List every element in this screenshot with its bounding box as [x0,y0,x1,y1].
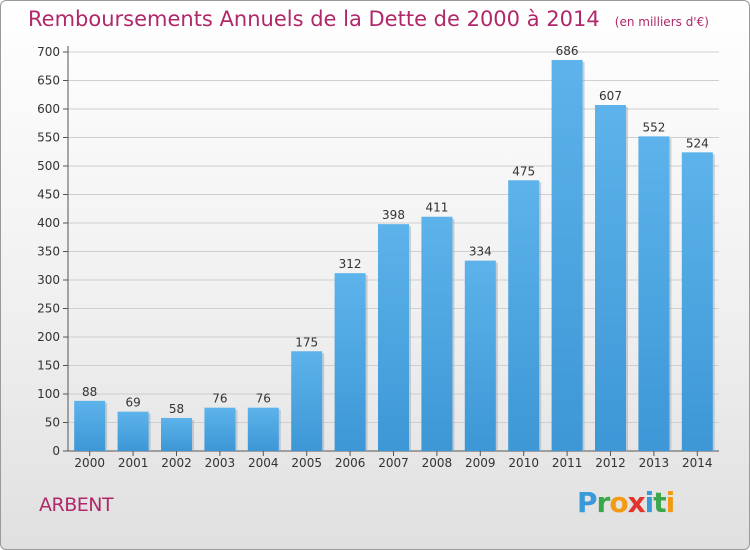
bar [508,180,540,451]
bar [595,105,626,451]
data-label: 607 [599,89,622,103]
y-tick-label: 350 [37,245,60,259]
bar [421,216,453,451]
bar [638,136,670,452]
data-label: 411 [425,201,448,215]
bar [247,407,279,451]
logo-letter: o [609,486,628,519]
bars [74,59,715,452]
data-label: 398 [382,208,405,222]
chart-title: Remboursements Annuels de la Dette de 20… [28,7,600,31]
logo-letter: r [596,486,611,519]
y-tick-label: 250 [37,302,60,316]
bar [378,224,409,451]
y-tick-label: 650 [37,74,60,88]
logo-letter: t [653,486,666,519]
y-tick-label: 600 [37,102,60,116]
data-label: 552 [642,120,665,134]
x-tick-label: 2002 [161,456,192,470]
x-tick-label: 2001 [118,456,149,470]
data-label: 69 [125,396,140,410]
bar [161,417,192,451]
x-tick-label: 2006 [335,456,366,470]
logo-letter: x [627,486,646,519]
x-tick-label: 2014 [682,456,713,470]
bar [204,407,236,451]
data-label: 175 [295,335,318,349]
bar [334,273,366,451]
y-tick-label: 300 [37,273,60,287]
y-tick-label: 150 [37,359,60,373]
y-tick-label: 100 [37,387,60,401]
y-tick-label: 450 [37,188,60,202]
bar [464,260,496,451]
data-label: 334 [469,245,492,259]
chart-title-block: Remboursements Annuels de la Dette de 20… [28,7,709,31]
x-tick-label: 2000 [74,456,105,470]
y-tick-label: 500 [37,159,60,173]
x-tick-label: 2011 [552,456,583,470]
x-tick-label: 2012 [595,456,626,470]
logo-letter: i [665,486,676,519]
data-labels: 88 69 58 76 76 175 312 398 411 334 475 686 607 552 524 [82,44,709,416]
x-tick-label: 2004 [248,456,279,470]
x-tick-label: 2008 [422,456,453,470]
data-label: 58 [169,402,184,416]
chart-subtitle: (en milliers d'€) [614,15,709,29]
bar [74,400,106,451]
y-tick-label: 700 [37,45,60,59]
y-tick-label: 50 [45,416,60,430]
data-label: 88 [82,385,97,399]
logo-letter: P [577,486,598,519]
x-tick-label: 2005 [291,456,322,470]
proxiti-logo[interactable]: Proxiti [577,486,676,519]
data-label: 76 [256,392,271,406]
bar [291,351,323,451]
x-tick-label: 2003 [205,456,236,470]
data-label: 686 [556,44,579,58]
bar [117,411,149,451]
bar [551,59,583,451]
logo-letter: i [644,486,655,519]
location-label: ARBENT [39,494,114,516]
y-tick-label: 400 [37,216,60,230]
y-tick-label: 200 [37,330,60,344]
y-tick-label: 550 [37,131,60,145]
data-label: 76 [212,392,227,406]
x-tick-label: 2013 [639,456,670,470]
data-label: 524 [686,136,709,150]
y-tick-label: 0 [52,444,60,458]
x-tick-label: 2010 [508,456,539,470]
bar [681,152,713,451]
x-tick-label: 2009 [465,456,496,470]
data-label: 312 [339,257,362,271]
data-label: 475 [512,164,535,178]
tick-labels: 0 50 100 150 200 250 300 350 400 450 500 550 600 650 7… [37,45,712,470]
x-tick-label: 2007 [378,456,409,470]
